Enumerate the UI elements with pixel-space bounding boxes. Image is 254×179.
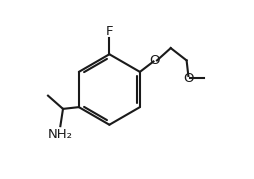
- Text: O: O: [183, 72, 194, 84]
- Text: NH₂: NH₂: [48, 128, 73, 141]
- Text: F: F: [106, 25, 113, 38]
- Text: O: O: [150, 54, 160, 67]
